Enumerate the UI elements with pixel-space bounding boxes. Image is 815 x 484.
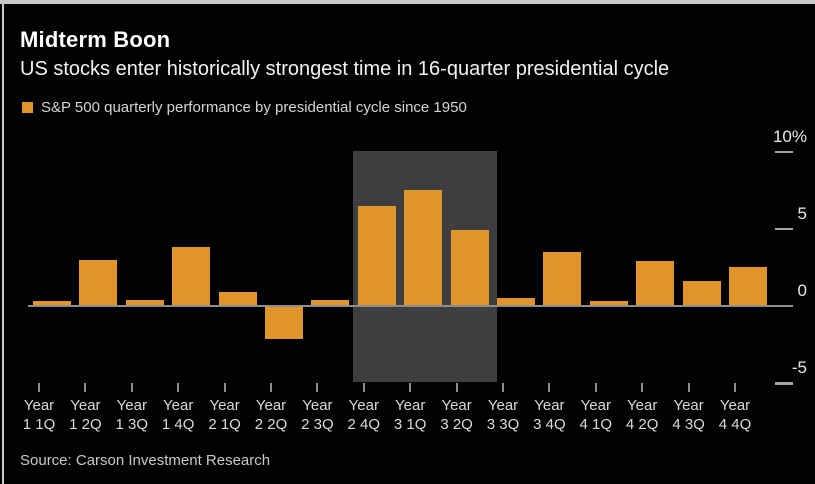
- bar-year-3-1q: [404, 190, 443, 306]
- window-edge-top: [0, 0, 815, 4]
- bar-year-1-1q: [33, 301, 71, 306]
- x-axis-label: Year 3 3Q: [486, 397, 520, 433]
- x-axis-tick: [502, 383, 504, 392]
- y-axis-tick: [775, 382, 793, 385]
- y-axis-label: 10%: [772, 126, 807, 146]
- zero-baseline: [28, 305, 793, 307]
- y-axis-tick: [775, 150, 793, 153]
- x-axis-tick: [84, 383, 87, 392]
- chart-subtitle: US stocks enter historically strongest t…: [20, 58, 670, 80]
- bar-year-3-3q: [497, 298, 535, 306]
- bar-year-1-4q: [172, 247, 211, 306]
- bar-year-2-2q: [265, 307, 303, 340]
- page-title: Midterm Boon: [20, 27, 171, 52]
- bar-year-3-4q: [543, 251, 582, 306]
- x-axis-label: Year 4 3Q: [672, 397, 705, 433]
- x-axis-tick: [38, 383, 40, 392]
- x-axis-tick: [641, 383, 644, 392]
- x-axis-label: Year 4 4Q: [718, 397, 752, 433]
- x-axis-tick: [270, 383, 272, 392]
- bar-year-1-2q: [79, 259, 118, 306]
- legend: S&P 500 quarterly performance by preside…: [22, 99, 467, 116]
- x-axis-tick: [409, 383, 412, 392]
- x-axis-tick: [223, 383, 226, 392]
- bar-year-4-3q: [682, 281, 721, 306]
- bar-year-1-3q: [125, 299, 164, 306]
- source-note: Source: Carson Investment Research: [20, 452, 271, 469]
- bar-year-4-2q: [636, 261, 675, 306]
- x-axis-label: Year 4 1Q: [579, 397, 613, 433]
- x-axis-label: Year 1 2Q: [69, 397, 102, 433]
- bar-year-4-4q: [729, 267, 767, 306]
- x-axis-tick: [316, 383, 319, 392]
- bar-year-2-3q: [311, 299, 350, 306]
- x-axis-tick: [362, 383, 365, 392]
- x-axis-tick: [177, 383, 180, 392]
- x-axis-label: Year 2 3Q: [301, 397, 334, 433]
- bar-year-4-1q: [589, 301, 628, 306]
- x-axis-tick: [687, 383, 690, 392]
- y-axis-label: 5: [797, 203, 807, 223]
- x-axis-tick: [130, 383, 133, 392]
- y-axis-label: 0: [797, 281, 807, 300]
- legend-swatch-icon: [22, 102, 33, 113]
- x-axis-tick: [734, 383, 736, 392]
- y-axis-tick: [775, 227, 793, 231]
- x-axis-label: Year 1 1Q: [22, 397, 56, 433]
- legend-label: S&P 500 quarterly performance by preside…: [41, 99, 467, 116]
- x-axis-label: Year 1 4Q: [161, 397, 195, 433]
- x-axis-label: Year 2 1Q: [208, 397, 241, 433]
- y-axis-label: -5: [791, 358, 807, 378]
- bar-year-3-2q: [450, 230, 489, 306]
- x-axis-label: Year 3 2Q: [440, 397, 473, 433]
- x-axis-label: Year 4 2Q: [625, 397, 659, 433]
- x-axis-label: Year 1 3Q: [115, 397, 149, 433]
- x-axis-tick: [548, 383, 551, 392]
- x-axis-label: Year 2 4Q: [347, 397, 381, 433]
- x-axis-label: Year 3 1Q: [393, 397, 427, 433]
- x-axis-tick: [455, 383, 458, 392]
- x-axis-label: Year 3 4Q: [533, 397, 566, 433]
- window-edge-left: [2, 0, 4, 484]
- x-axis-label: Year 2 2Q: [254, 397, 288, 433]
- bar-year-2-4q: [357, 205, 396, 306]
- x-axis-tick: [594, 383, 597, 392]
- bar-year-2-1q: [218, 292, 257, 306]
